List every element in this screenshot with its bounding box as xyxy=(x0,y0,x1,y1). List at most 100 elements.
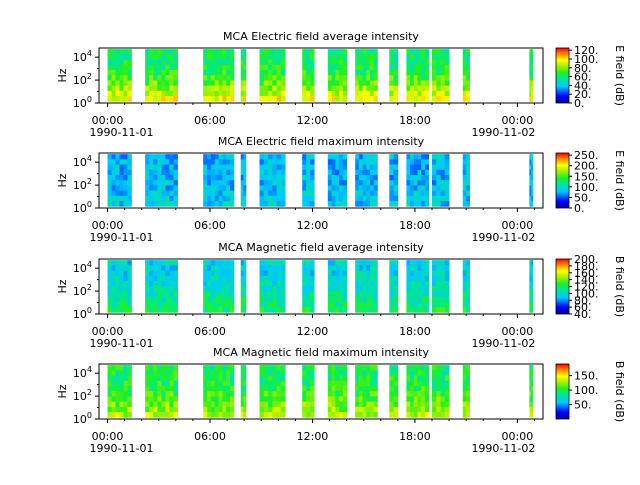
data-cell xyxy=(230,412,235,418)
data-cell xyxy=(214,185,219,192)
data-cell xyxy=(355,80,360,87)
data-cell xyxy=(421,375,426,382)
colorbar-tick-label: 40. xyxy=(574,79,592,92)
data-cell xyxy=(157,70,162,76)
data-cell xyxy=(243,375,247,382)
data-cell xyxy=(531,275,534,282)
data-cell xyxy=(421,195,426,202)
data-cell xyxy=(462,286,467,292)
data-cell xyxy=(327,164,332,171)
data-cell xyxy=(127,296,132,303)
data-cell xyxy=(302,159,307,165)
data-cell xyxy=(335,386,340,392)
data-cell xyxy=(362,296,367,303)
data-cell xyxy=(268,54,273,60)
data-cell xyxy=(165,391,170,397)
x-tick-label: 06:00 xyxy=(194,325,226,338)
data-cell xyxy=(339,80,344,87)
data-cell xyxy=(280,201,286,207)
data-cell xyxy=(161,291,166,298)
data-cell xyxy=(119,80,124,87)
data-cell xyxy=(127,49,132,55)
data-cell xyxy=(272,154,277,160)
data-cell xyxy=(331,370,336,376)
data-cell xyxy=(153,164,158,171)
data-cell xyxy=(222,412,227,418)
data-block xyxy=(355,49,378,102)
data-cell xyxy=(157,96,162,102)
data-cell xyxy=(207,49,212,55)
data-cell xyxy=(440,185,446,192)
data-cell xyxy=(123,75,128,81)
data-cell xyxy=(218,85,223,92)
data-cell xyxy=(240,154,244,160)
data-cell xyxy=(389,96,394,102)
data-cell xyxy=(424,154,429,160)
data-cell xyxy=(230,406,235,413)
data-cell xyxy=(366,70,371,76)
data-cell xyxy=(355,70,360,76)
data-cell xyxy=(230,96,235,102)
data-cell xyxy=(203,307,208,313)
data-cell xyxy=(243,396,247,403)
data-cell xyxy=(149,54,154,60)
data-cell xyxy=(531,180,534,186)
data-cell xyxy=(389,301,394,308)
data-cell xyxy=(331,80,336,87)
data-cell xyxy=(268,286,273,292)
data-cell xyxy=(362,90,367,97)
data-cell xyxy=(424,180,429,186)
data-cell xyxy=(393,164,399,171)
data-cell xyxy=(369,201,375,207)
data-cell xyxy=(413,59,418,66)
data-cell xyxy=(145,365,150,371)
data-cell xyxy=(531,154,534,160)
data-cell xyxy=(268,270,273,277)
data-cell xyxy=(153,75,158,81)
x-tick-label: 06:00 xyxy=(194,219,226,232)
data-cell xyxy=(462,80,467,87)
data-cell xyxy=(222,49,227,55)
data-cell xyxy=(115,265,120,271)
data-cell xyxy=(440,291,446,298)
data-cell xyxy=(362,291,367,298)
data-cell xyxy=(358,180,363,186)
data-cell xyxy=(203,185,208,192)
data-cell xyxy=(306,380,311,387)
data-cell xyxy=(243,406,247,413)
data-cell xyxy=(444,401,450,408)
data-cell xyxy=(424,90,429,97)
data-cell xyxy=(203,49,208,55)
data-cell xyxy=(362,401,367,408)
data-cell xyxy=(280,169,286,176)
data-cell xyxy=(153,260,158,266)
data-cell xyxy=(153,380,158,387)
data-cell xyxy=(214,301,219,308)
data-block xyxy=(462,49,470,102)
data-cell xyxy=(169,412,174,418)
data-cell xyxy=(366,90,371,97)
data-cell xyxy=(272,85,277,92)
data-cell xyxy=(335,275,340,282)
data-cell xyxy=(243,412,247,418)
data-cell xyxy=(268,281,273,287)
data-cell xyxy=(444,281,450,287)
data-cell xyxy=(424,281,429,287)
data-block xyxy=(203,365,235,418)
x-tick-label: 12:00 xyxy=(297,219,329,232)
data-cell xyxy=(240,296,244,303)
data-cell xyxy=(157,201,162,207)
data-cell xyxy=(410,301,415,308)
data-cell xyxy=(466,54,470,60)
data-cell xyxy=(531,195,534,202)
data-cell xyxy=(161,159,166,165)
data-cell xyxy=(462,169,467,176)
data-cell xyxy=(115,190,120,197)
data-cell xyxy=(444,370,450,376)
data-cell xyxy=(306,281,311,287)
data-cell xyxy=(362,365,367,371)
data-cell xyxy=(432,307,437,313)
data-cell xyxy=(119,391,124,397)
data-cell xyxy=(263,391,269,397)
data-cell xyxy=(424,396,429,403)
